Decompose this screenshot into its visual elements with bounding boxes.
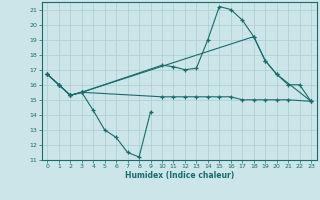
X-axis label: Humidex (Indice chaleur): Humidex (Indice chaleur) [124, 171, 234, 180]
